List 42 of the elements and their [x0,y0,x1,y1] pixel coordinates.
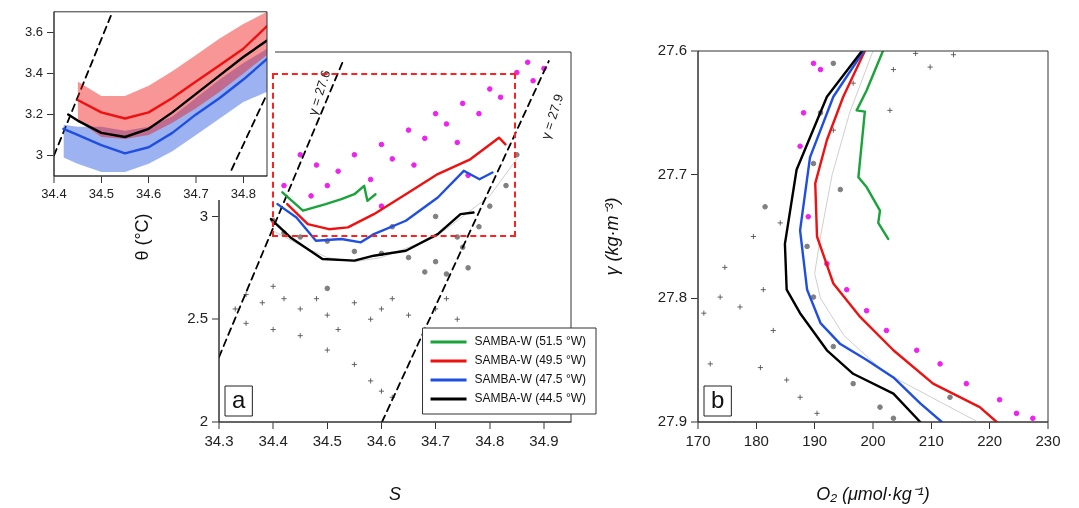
y-tick-label: 3 [35,147,43,163]
x-axis-title: S [388,484,402,505]
legend-label: SAMBA-W (51.5 °W) [474,334,587,349]
y-tick-label: 2 [199,412,208,430]
y-tick-label: 3.4 [24,64,43,80]
annotation: γ = 27.9 [537,92,567,142]
x-tick-label: 200 [860,432,886,450]
x-tick-label: 230 [1035,432,1061,450]
y-tick-label: 3 [199,206,208,224]
legend-label: SAMBA-W (47.5 °W) [474,372,587,387]
x-tick-label: 34.3 [204,432,234,450]
y-tick-label: 27.9 [657,412,687,430]
y-tick-label: 27.7 [657,164,687,182]
legend-label: SAMBA-W (49.5 °W) [474,353,587,368]
x-tick-label: 170 [685,432,711,450]
x-axis-title: O₂ (μmol·kg⁻¹) [816,484,930,505]
x-tick-label: 220 [977,432,1003,450]
y-tick-label: 2.5 [187,309,208,327]
legend-label: SAMBA-W (44.5 °W) [474,391,587,406]
x-tick-label: 210 [918,432,944,450]
y-tick-label: 3.2 [24,106,43,121]
x-tick-label: 34.7 [421,432,451,450]
x-tick-label: 34.8 [475,432,505,450]
x-tick-label: 34.6 [136,186,162,202]
y-axis-title: γ (kg·m⁻³) [601,197,622,276]
y-axis-title: θ (°C) [131,213,152,261]
annotation: a [231,385,246,413]
y-tick-label: 3.6 [24,23,43,39]
x-tick-label: 180 [743,432,769,450]
x-tick-label: 34.5 [312,432,342,450]
x-tick-label: 34.4 [258,432,288,450]
x-tick-label: 34.8 [230,186,256,202]
x-tick-label: 34.7 [183,186,209,202]
x-tick-label: 34.6 [366,432,397,450]
annotation: b [710,385,725,413]
annotation: γ = 27.6 [304,68,334,118]
x-tick-label: 34.9 [529,432,559,450]
y-tick-label: 27.6 [657,41,687,59]
x-tick-label: 190 [802,432,828,450]
y-tick-label: 27.8 [657,288,687,306]
x-tick-label: 34.5 [88,186,114,202]
x-tick-label: 34.4 [41,186,67,202]
